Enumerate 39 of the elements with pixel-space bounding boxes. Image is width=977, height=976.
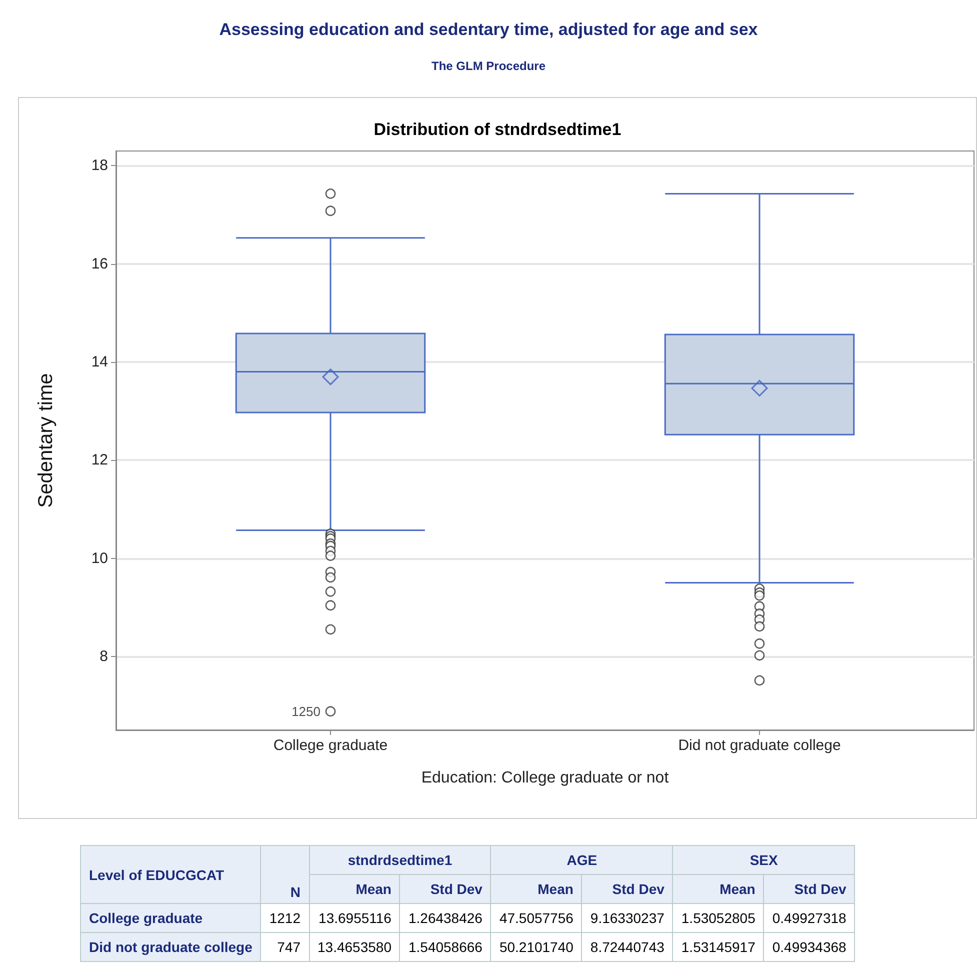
annotation: 1250	[292, 704, 320, 719]
category-label: N	[260, 846, 310, 904]
text: stndrdsedtime1	[309, 846, 491, 874]
y-axis-title: Sedentary time	[35, 373, 57, 508]
text: 13.6955116	[309, 904, 400, 932]
x-axis-title: Education: College graduate or not	[421, 770, 670, 786]
chart-title: Assessing education and sedentary time, adjusted for age and sex	[218, 20, 759, 40]
text: 1.26438426	[400, 904, 491, 932]
y-tick-label: 12	[91, 452, 108, 469]
category-label: Std Dev	[582, 874, 673, 904]
y-tick-label: 16	[91, 255, 108, 272]
text: 1.54058666	[400, 932, 491, 962]
category-label: Did not graduate college	[89, 939, 252, 955]
y-tick-label: 8	[100, 648, 108, 665]
text: 50.2101740	[490, 932, 582, 962]
text: Distribution of stndrdsedtime1	[374, 120, 622, 139]
text: 47.5057756	[490, 904, 582, 932]
category-label: College graduate	[89, 910, 203, 926]
text: 0.49934368	[764, 932, 855, 962]
chart-subtitle: The GLM Procedure	[430, 59, 547, 73]
category-label: Std Dev	[400, 874, 491, 904]
text: AGE	[490, 846, 673, 874]
category-label: Mean	[490, 874, 582, 904]
text: Level of EDUCGCAT	[80, 846, 261, 904]
text: 1212	[260, 904, 310, 932]
text: 1.53145917	[672, 932, 764, 962]
text: 747	[260, 932, 310, 962]
text: 13.4653580	[309, 932, 400, 962]
text: 1.53052805	[672, 904, 764, 932]
y-tick-label: 10	[91, 550, 108, 567]
category-label: Mean	[309, 874, 400, 904]
text: 8.72440743	[582, 932, 673, 962]
y-tick-label: 18	[91, 157, 108, 174]
category-label: Std Dev	[764, 874, 855, 904]
y-tick-label: 14	[91, 353, 108, 370]
text: 9.16330237	[582, 904, 673, 932]
text: 0.49927318	[764, 904, 855, 932]
category-label: Mean	[672, 874, 764, 904]
text: SEX	[672, 846, 855, 874]
